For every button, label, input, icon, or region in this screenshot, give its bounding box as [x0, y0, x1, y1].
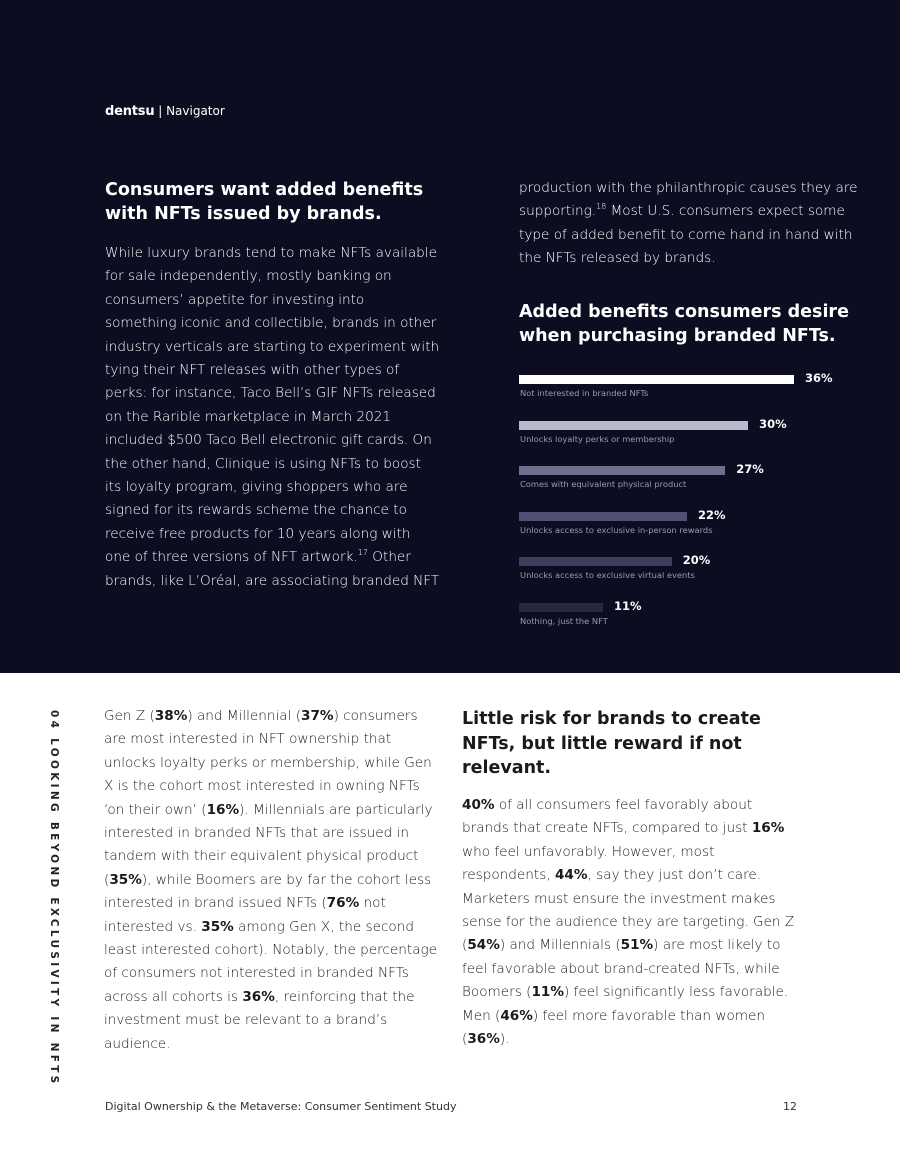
text-run: ). — [499, 1031, 510, 1048]
chapter-side-label: 04 LOOKING BEYOND EXCLUSIVITY IN NFTS — [48, 710, 60, 1087]
text-run: ) and Millennial ( — [187, 708, 302, 724]
bar-row: 36% Not interested in branded NFTs — [519, 371, 859, 419]
bar-value-label: 36% — [805, 371, 833, 385]
text-run: ), while Boomers are by far the cohort l… — [104, 871, 432, 912]
highlight-stat: 35% — [201, 918, 234, 935]
highlight-stat: 46% — [500, 1007, 533, 1024]
text-run: ) and Millennials ( — [499, 937, 621, 954]
text-run: production with the philanthropic causes… — [519, 180, 858, 220]
bar — [519, 420, 749, 430]
text-run: ) feel significantly less favorable. Men… — [462, 984, 789, 1024]
body-paragraph-continued: production with the philanthropic causes… — [519, 177, 859, 271]
text-run: ) feel more favorable than women ( — [462, 1007, 766, 1048]
highlight-stat: 16% — [751, 820, 785, 837]
bar-row: 30% Unlocks loyalty perks or membership — [519, 416, 859, 465]
bar — [519, 602, 604, 612]
bar-row: 20% Unlocks access to exclusive virtual e… — [519, 553, 859, 601]
bar-category-label: Unlocks access to exclusive in-person re… — [520, 524, 713, 535]
highlight-stat: 76% — [326, 895, 360, 912]
bar-row: 27% Comes with equivalent physical produc… — [519, 462, 859, 510]
section-heading: Little risk for brands to create NFTs, b… — [462, 709, 761, 778]
bar-value-label: 27% — [736, 462, 764, 476]
text-run: ) consumers are most interested in NFT o… — [104, 708, 432, 818]
bar-category-label: Nothing, just the NFT — [520, 615, 608, 626]
bar-chart: 36% Not interested in branded NFTs 30% Unlo… — [519, 371, 859, 647]
text-run: Gen Z ( — [104, 708, 155, 724]
bar-value-label: 11% — [614, 598, 642, 613]
chart-heading: Added benefits consumers desire when pur… — [519, 302, 849, 346]
highlight-stat: 37% — [301, 708, 334, 724]
dark-hero-section: dentsu | Navigator Consumers want added … — [0, 0, 900, 673]
dentsu-navigator-logo: dentsu | Navigator — [105, 104, 225, 119]
text-run: , say they just don’t care. Marketers mu… — [462, 867, 795, 954]
highlight-stat: 35% — [109, 871, 142, 888]
highlight-stat: 16% — [206, 801, 240, 818]
body-paragraph: While luxury brands tend to make NFTs av… — [105, 242, 440, 593]
body-paragraph: Gen Z (38%) and Millennial (37%) consume… — [104, 705, 439, 1056]
text-run: of all consumers feel favorably about br… — [462, 797, 753, 837]
page-number: 12 — [783, 1100, 797, 1113]
bar-category-label: Unlocks access to exclusive virtual even… — [520, 570, 695, 580]
text-run: who feel unfavorably. However, most resp… — [462, 843, 715, 884]
bar-value-label: 30% — [759, 416, 787, 431]
text-run: ) are most likely to feel favorable abou… — [462, 937, 781, 1001]
text-run: Other brands, like L’Oréal, are associat… — [105, 549, 440, 589]
bar-row: 22% Unlocks access to exclusive in-person… — [519, 507, 859, 556]
bar-category-label: Comes with equivalent physical product — [520, 479, 687, 489]
bar-row: 11% Nothing, just the NFT — [519, 598, 859, 647]
bar-value-label: 20% — [682, 553, 711, 567]
footer-title: Digital Ownership & the Metaverse: Consu… — [105, 1100, 457, 1113]
footnote-ref: 18 — [596, 202, 607, 212]
bar-value-label: 22% — [698, 507, 726, 522]
section-heading: Consumers want added benefits with NFTs … — [105, 180, 424, 224]
highlight-stat: 11% — [531, 984, 564, 1001]
highlight-stat: 36% — [467, 1031, 500, 1048]
bar — [519, 557, 672, 566]
product-name: Navigator — [166, 104, 225, 118]
highlight-stat: 40% — [462, 797, 495, 813]
bar-category-label: Not interested in branded NFTs — [520, 388, 649, 398]
highlight-stat: 54% — [467, 937, 500, 954]
highlight-stat: 51% — [620, 937, 654, 954]
text-run: While luxury brands tend to make NFTs av… — [105, 245, 440, 566]
body-paragraph: 40% of all consumers feel favorably abou… — [462, 794, 802, 1051]
bar — [519, 375, 794, 384]
brand-name: dentsu — [105, 104, 155, 119]
text-run: among Gen X, the second least interested… — [104, 918, 438, 1005]
highlight-stat: 44% — [554, 867, 588, 884]
text-run: , reinforcing that the investment must b… — [104, 988, 415, 1052]
text-run: Most U.S. consumers expect some type of … — [519, 203, 853, 267]
text-run: ). Millennials are particularly interest… — [104, 801, 433, 888]
highlight-stat: 36% — [242, 988, 275, 1005]
text-run: not interested vs. — [104, 895, 386, 935]
bar — [519, 466, 726, 475]
highlight-stat: 38% — [154, 708, 188, 724]
bar — [519, 511, 688, 521]
footnote-ref: 17 — [357, 548, 368, 558]
bar-category-label: Unlocks loyalty perks or membership — [520, 433, 675, 444]
